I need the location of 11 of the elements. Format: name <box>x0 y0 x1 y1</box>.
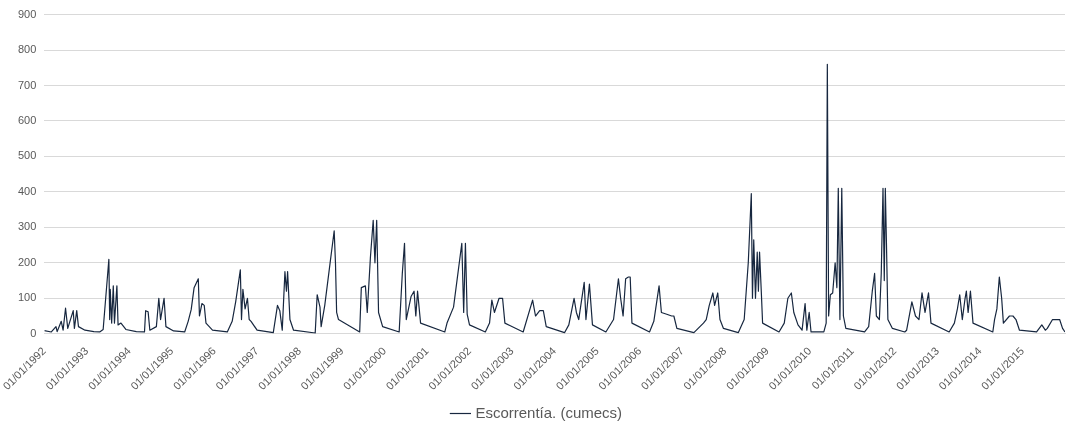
y-tick-label: 900 <box>17 7 37 20</box>
y-tick-label: 500 <box>17 149 37 162</box>
y-tick-label: 100 <box>17 291 37 304</box>
y-tick-label: 600 <box>17 114 37 127</box>
y-tick-label: 700 <box>17 78 37 91</box>
y-tick-label: 800 <box>17 43 37 56</box>
y-tick-label: 0 <box>30 326 37 339</box>
y-tick-label: 200 <box>17 255 37 268</box>
y-tick-label: 300 <box>17 220 37 233</box>
legend-label: Escorrentía. (cumecs) <box>475 403 623 421</box>
y-tick-label: 400 <box>17 184 37 197</box>
